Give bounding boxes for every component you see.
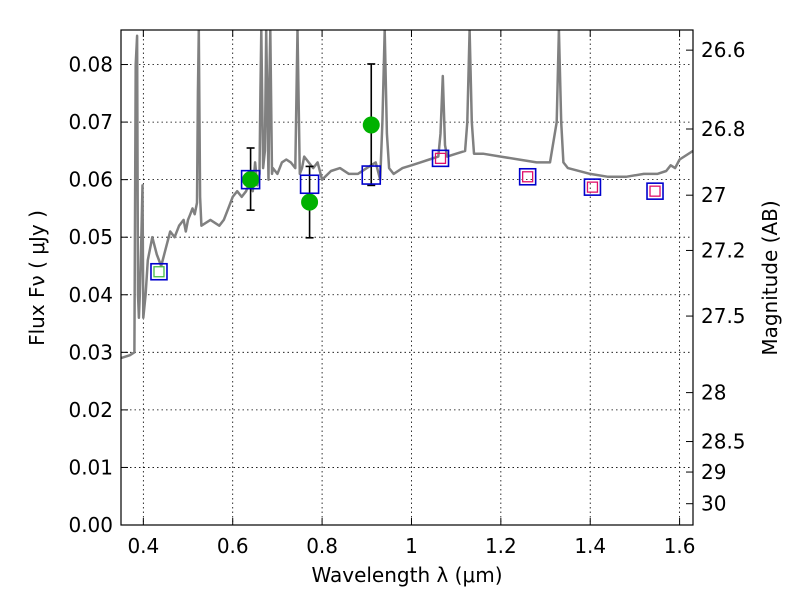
model-photometry-square <box>150 262 168 281</box>
model-photometry-square <box>583 178 602 196</box>
y-axis-label: Flux Fν ( μJy ) <box>25 210 49 346</box>
x-tick-label: 1.2 <box>485 534 517 558</box>
y-tick-label: 0.02 <box>68 398 113 422</box>
observed-flux-point <box>362 116 380 134</box>
model-photometry-square <box>299 174 320 195</box>
magnitude-tick-label: 27.2 <box>701 238 746 262</box>
inner-photometry-square <box>649 185 661 197</box>
magnitude-tick-label: 26.6 <box>701 38 746 62</box>
x-tick-label: 0.8 <box>306 534 338 558</box>
magnitude-tick-label: 29 <box>701 460 726 484</box>
model-photometry-square <box>518 167 537 186</box>
y-tick-label: 0.07 <box>68 110 113 134</box>
x-tick-label: 1.4 <box>574 534 606 558</box>
inner-photometry-square <box>522 171 534 183</box>
marker-layer <box>150 63 664 281</box>
magnitude-axis-label: Magnitude (AB) <box>758 200 782 355</box>
magnitude-tick-label: 28.5 <box>701 430 746 454</box>
model-photometry-square <box>361 165 382 185</box>
y-tick-label: 0.00 <box>68 513 113 537</box>
plot-frame <box>120 29 694 526</box>
magnitude-tick-label: 28 <box>701 381 726 405</box>
x-tick-label: 1.6 <box>664 534 696 558</box>
y-tick-label: 0.03 <box>68 340 113 364</box>
y-tick-label: 0.08 <box>68 53 113 77</box>
spectrum-line <box>121 30 693 360</box>
inner-photometry-square <box>153 266 165 278</box>
x-tick-label: 0.6 <box>217 534 249 558</box>
x-tick-label: 0.4 <box>127 534 159 558</box>
x-axis-label: Wavelength λ (μm) <box>311 563 502 587</box>
grid-lines <box>121 30 693 526</box>
model-photometry-square <box>646 182 664 200</box>
model-photometry-square <box>240 169 261 190</box>
observed-flux-point <box>301 193 319 211</box>
inner-photometry-square <box>586 181 599 193</box>
y-tick-label: 0.01 <box>68 455 113 479</box>
model-photometry-square <box>431 149 450 168</box>
observed-flux-point <box>242 171 260 189</box>
inner-photometry-square <box>434 152 447 165</box>
y-tick-label: 0.04 <box>68 283 113 307</box>
axis-ticks: 0.4 0.6 0.8 1 1.2 1.4 1.6 0.00 0.01 0.02 0.03 0.04 0… <box>68 30 746 558</box>
y-tick-label: 0.05 <box>68 225 113 249</box>
magnitude-tick-label: 26.8 <box>701 117 746 141</box>
y-tick-label: 0.06 <box>68 168 113 192</box>
data-layer <box>121 30 693 360</box>
magnitude-tick-label: 27 <box>701 183 726 207</box>
magnitude-tick-label: 30 <box>701 492 726 516</box>
magnitude-tick-label: 27.5 <box>701 304 746 328</box>
x-tick-label: 1 <box>405 534 418 558</box>
